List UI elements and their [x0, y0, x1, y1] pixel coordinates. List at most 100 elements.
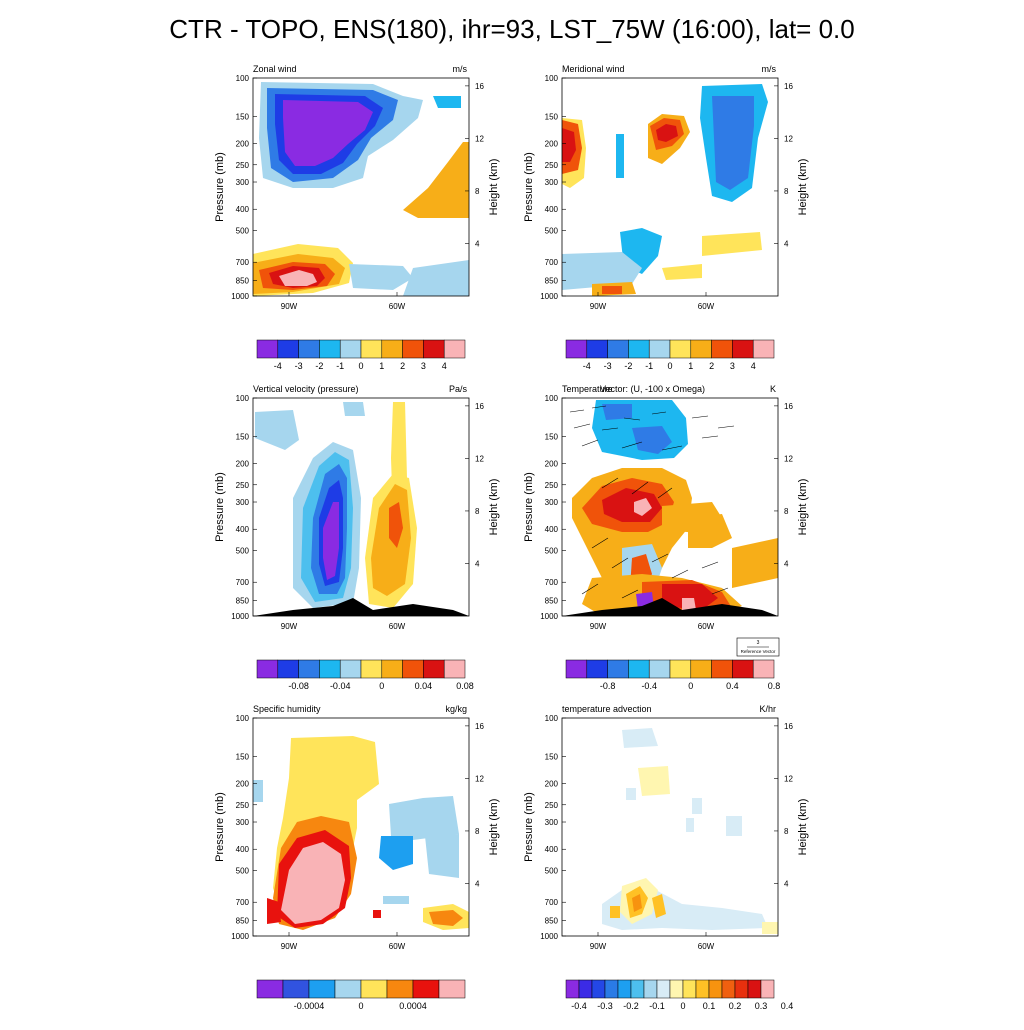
- height-tick-label: 12: [784, 454, 793, 463]
- colorbar-swatch: [319, 659, 341, 679]
- colorbar-swatch: [256, 979, 284, 999]
- colorbar-label: 2: [400, 361, 405, 371]
- colorbar-swatch: [277, 339, 299, 359]
- colorbar-swatch: [578, 979, 593, 999]
- colorbar-label: -0.2: [623, 1001, 639, 1011]
- colorbar-label: -0.4: [641, 681, 657, 691]
- colorbar-label: 0: [358, 361, 363, 371]
- colorbar-swatch: [669, 339, 692, 359]
- colorbar-swatch: [360, 659, 383, 679]
- colorbar-swatch: [604, 979, 619, 999]
- pressure-tick-label: 250: [545, 481, 559, 490]
- contour-fill: [712, 96, 754, 190]
- colorbar-label: 0: [358, 1001, 363, 1011]
- pressure-tick-label: 200: [236, 140, 250, 149]
- pressure-tick-label: 200: [236, 780, 250, 789]
- contour-fill: [682, 598, 696, 610]
- height-axis-title: Height (km): [797, 479, 809, 536]
- height-tick-label: 4: [784, 879, 789, 888]
- height-tick-label: 8: [784, 507, 789, 516]
- plot-frame: [252, 717, 470, 937]
- height-tick-label: 12: [475, 454, 484, 463]
- colorbar-label: 0.8: [768, 681, 781, 691]
- colorbar-swatch: [734, 979, 749, 999]
- pressure-tick-label: 100: [545, 394, 559, 403]
- colorbar-label: -0.0004: [294, 1001, 325, 1011]
- colorbar-swatch: [565, 659, 588, 679]
- colorbar-swatch: [708, 979, 723, 999]
- colorbar-swatch: [628, 659, 650, 679]
- contour-fill: [343, 402, 365, 416]
- pressure-tick-label: 400: [545, 525, 559, 534]
- pressure-tick-label: 1000: [231, 932, 249, 941]
- colorbar-label: 0.04: [415, 681, 433, 691]
- colorbar-swatch: [586, 339, 608, 359]
- reference-vector-value: 3: [757, 640, 760, 646]
- pressure-tick-label: 150: [236, 432, 250, 441]
- colorbar-swatch: [648, 339, 671, 359]
- colorbar-label: -1: [336, 361, 344, 371]
- colorbar-swatch: [282, 979, 310, 999]
- pressure-tick-label: 700: [236, 578, 250, 587]
- pressure-tick-label: 400: [545, 845, 559, 854]
- pressure-tick-label: 850: [236, 917, 250, 926]
- colorbar-swatch: [643, 979, 658, 999]
- contour-fill: [656, 124, 678, 142]
- contour-fill: [632, 426, 672, 454]
- pressure-axis-title: Pressure (mb): [523, 792, 535, 862]
- colorbar-swatch: [711, 339, 733, 359]
- pressure-tick-label: 700: [545, 898, 559, 907]
- lon-tick-label: 60W: [698, 302, 715, 311]
- colorbar-swatch: [438, 979, 466, 999]
- pressure-tick-label: 150: [545, 432, 559, 441]
- height-tick-label: 12: [475, 774, 484, 783]
- contour-fill: [602, 286, 622, 294]
- height-tick-label: 16: [784, 82, 793, 91]
- colorbar-label: -1: [645, 361, 653, 371]
- colorbar-swatch: [656, 979, 671, 999]
- pressure-tick-label: 700: [236, 258, 250, 267]
- pressure-tick-label: 150: [236, 112, 250, 121]
- pressure-tick-label: 1000: [231, 612, 249, 621]
- plot-frame: [252, 77, 470, 297]
- colorbar-swatch: [732, 339, 754, 359]
- height-tick-label: 16: [475, 402, 484, 411]
- contour-fill: [253, 598, 469, 616]
- vector-field: [569, 405, 735, 599]
- colorbar-label: -4: [274, 361, 282, 371]
- pressure-tick-label: 200: [236, 460, 250, 469]
- colorbar-label: 0.2: [729, 1001, 742, 1011]
- contour-fill: [255, 410, 299, 450]
- colorbar-label: 0.4: [781, 1001, 794, 1011]
- contour-fill: [638, 766, 670, 796]
- colorbar-label: 0: [379, 681, 384, 691]
- pressure-tick-label: 100: [236, 74, 250, 83]
- panel-vector-label: Vector: (U, -100 x Omega): [600, 384, 705, 394]
- lon-tick-label: 60W: [389, 622, 406, 631]
- contour-fill: [610, 906, 620, 918]
- axes-group: temperature advection K/hr 100 150 200 250 300…: [523, 704, 809, 1011]
- pressure-tick-label: 100: [545, 714, 559, 723]
- pressure-axis-title: Pressure (mb): [214, 472, 226, 542]
- lon-tick-label: 90W: [281, 302, 298, 311]
- colorbar-swatch: [630, 979, 645, 999]
- colorbar-swatch: [711, 659, 733, 679]
- contour-fill: [349, 264, 413, 290]
- pressure-tick-label: 250: [236, 161, 250, 170]
- plot-zonal-wind: [252, 77, 470, 297]
- height-tick-label: 12: [475, 134, 484, 143]
- plot-frame: [561, 717, 779, 937]
- contour-fill: [702, 232, 762, 256]
- height-tick-label: 4: [475, 239, 480, 248]
- pressure-tick-label: 150: [236, 752, 250, 761]
- height-tick-label: 12: [784, 774, 793, 783]
- panel-units: m/s: [762, 64, 777, 74]
- colorbar-swatch: [752, 339, 775, 359]
- plot-specific-humidity: [252, 717, 470, 937]
- contour-fill: [762, 922, 778, 934]
- pressure-tick-label: 200: [545, 140, 559, 149]
- lon-tick-label: 90W: [590, 622, 607, 631]
- pressure-tick-label: 400: [236, 205, 250, 214]
- colorbar-swatch: [732, 659, 754, 679]
- colorbar-label: 1: [688, 361, 693, 371]
